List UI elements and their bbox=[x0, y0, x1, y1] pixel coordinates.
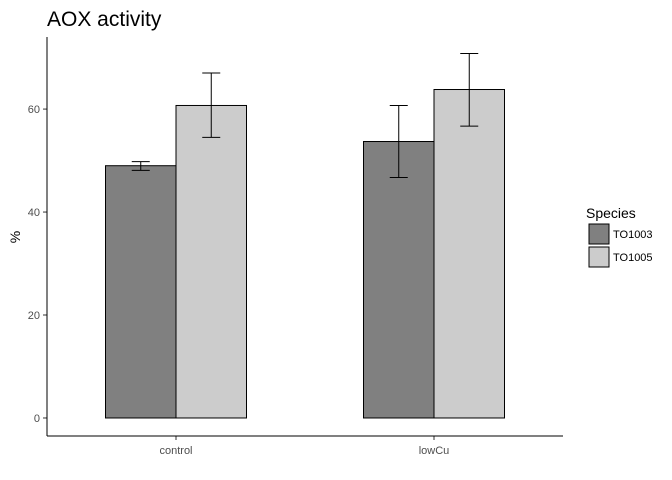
x-tick-label: lowCu bbox=[419, 445, 450, 457]
error-bar-TO1003-lowCu bbox=[389, 104, 408, 179]
y-tick-label: 0 bbox=[34, 413, 40, 425]
y-tick-label: 60 bbox=[28, 104, 40, 116]
legend-label-TO1003: TO1003 bbox=[613, 229, 653, 241]
error-bar-TO1003-control bbox=[131, 161, 150, 171]
bar-TO1003-control bbox=[105, 165, 177, 419]
y-axis-title: % bbox=[7, 231, 23, 243]
bar-TO1005-lowCu bbox=[433, 89, 505, 419]
legend-key-TO1005 bbox=[588, 246, 610, 268]
y-tick-label: 40 bbox=[28, 207, 40, 219]
legend-key-TO1003 bbox=[588, 223, 610, 245]
x-tick-label: control bbox=[159, 445, 192, 457]
chart-title: AOX activity bbox=[47, 8, 162, 31]
plot-area: control lowCu 0 20 40 60 bbox=[28, 37, 563, 457]
legend: Species TO1003 TO1005 bbox=[586, 205, 653, 268]
y-tick-label: 20 bbox=[28, 310, 40, 322]
bar-TO1003-lowCu bbox=[363, 141, 435, 419]
error-bar-TO1005-control bbox=[202, 72, 221, 138]
error-bar-TO1005-lowCu bbox=[460, 52, 479, 127]
bar-TO1005-control bbox=[175, 104, 247, 419]
legend-title: Species bbox=[586, 205, 636, 221]
legend-label-TO1005: TO1005 bbox=[613, 252, 653, 264]
